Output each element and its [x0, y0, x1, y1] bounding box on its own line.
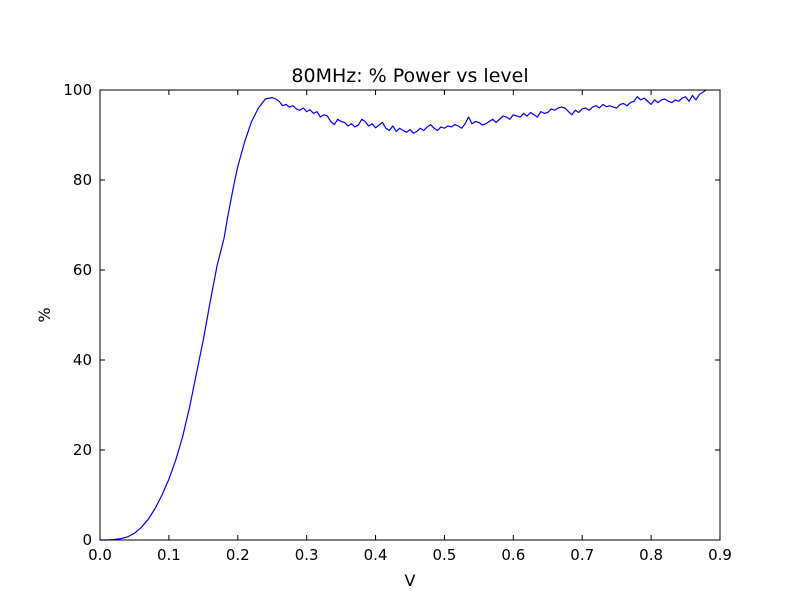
- series-layer: [100, 89, 707, 541]
- y-tick-label: 60: [73, 261, 92, 279]
- x-tick-label: 0.8: [639, 546, 663, 564]
- y-axis-label: %: [35, 307, 54, 322]
- x-tick-label: 0.7: [570, 546, 594, 564]
- x-tick-label: 0.6: [501, 546, 525, 564]
- y-tick-label: 100: [63, 81, 92, 99]
- x-tick-label: 0.3: [295, 546, 319, 564]
- x-tick-label: 0.1: [157, 546, 181, 564]
- x-tick-label: 0.4: [364, 546, 388, 564]
- y-tick-label: 40: [73, 351, 92, 369]
- series-line: [100, 89, 707, 541]
- y-axis-ticks: 0 20 40 60 80 100: [63, 81, 720, 549]
- plot-area-frame: [99, 89, 721, 541]
- x-tick-label: 0.9: [708, 546, 732, 564]
- x-tick-label: 0.5: [433, 546, 457, 564]
- y-tick-label: 0: [82, 531, 92, 549]
- y-tick-label: 80: [73, 171, 92, 189]
- x-axis-ticks: 0.0 0.1 0.2 0.3 0.4 0.5 0.6 0.7 0.8 0.9: [88, 90, 732, 564]
- x-tick-label: 0.0: [88, 546, 112, 564]
- y-tick-label: 20: [73, 441, 92, 459]
- x-axis-label: V: [405, 571, 416, 590]
- x-tick-label: 0.2: [226, 546, 250, 564]
- chart-title: 80MHz: % Power vs level: [291, 65, 528, 87]
